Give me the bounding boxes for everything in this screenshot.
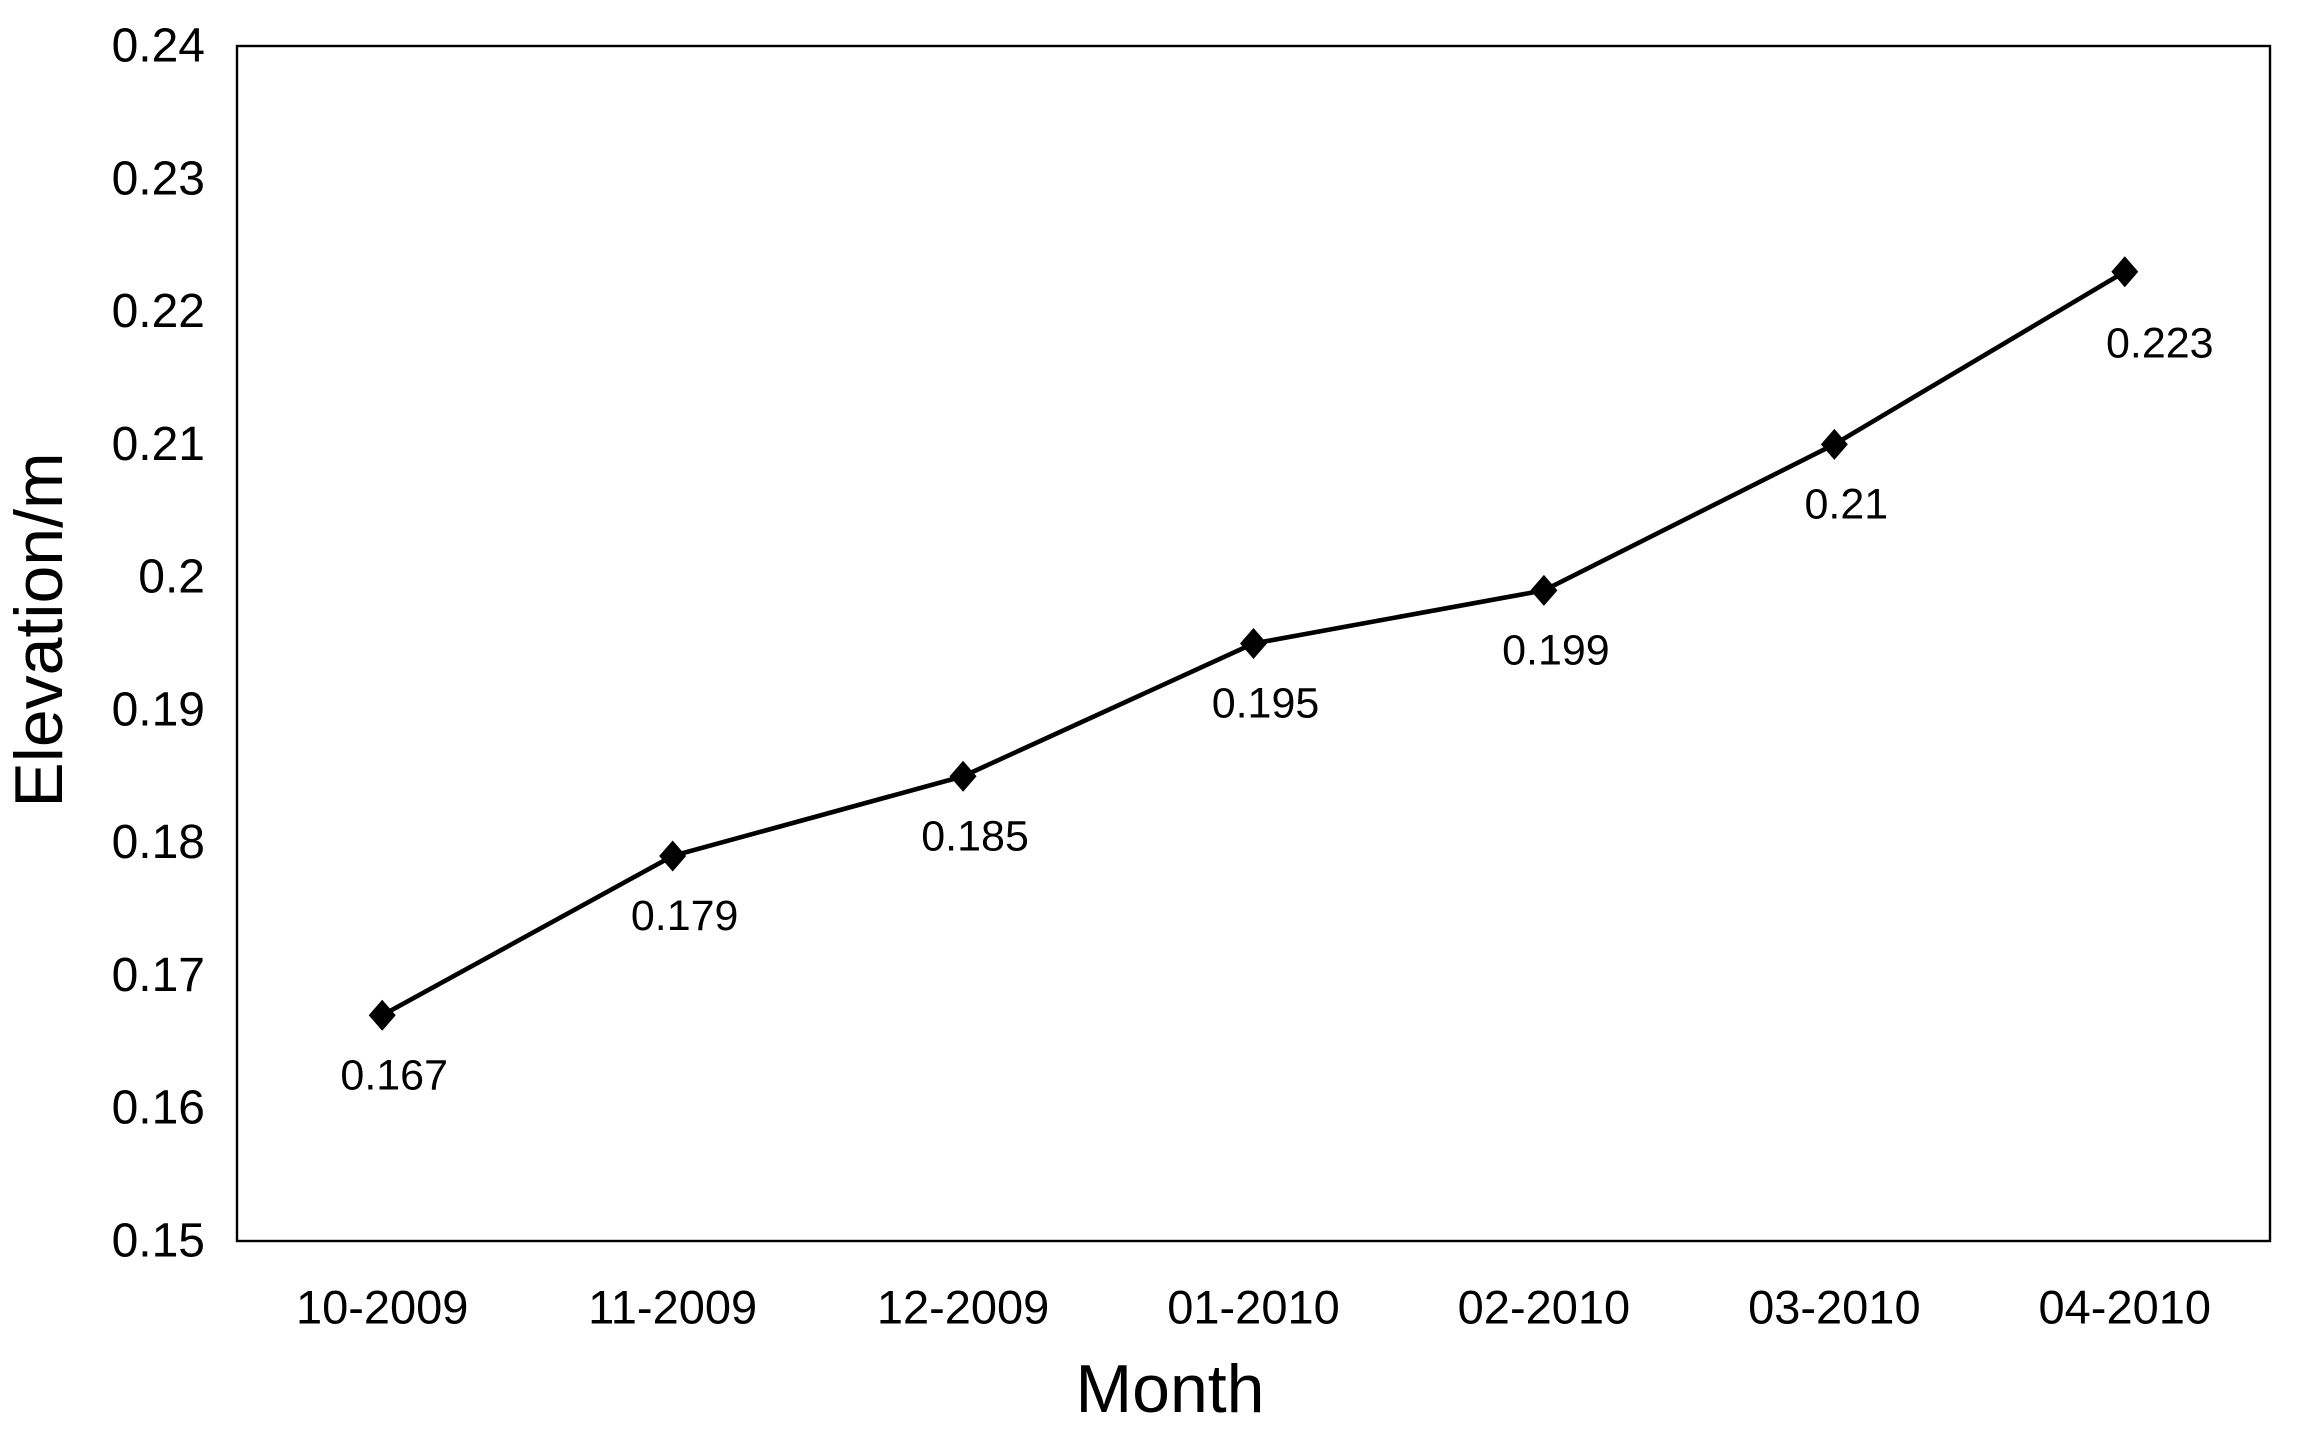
data-label: 0.167 — [340, 1051, 448, 1099]
x-tick-label: 11-2009 — [588, 1281, 757, 1334]
data-label: 0.185 — [921, 812, 1029, 860]
diamond-marker — [949, 760, 977, 792]
diamond-marker — [659, 840, 687, 872]
x-tick-label: 02-2010 — [1458, 1281, 1631, 1334]
y-axis-title: Elevation/m — [1, 452, 77, 807]
y-tick-label: 0.23 — [112, 152, 205, 205]
y-tick-label: 0.17 — [112, 949, 205, 1002]
diamond-marker — [2111, 256, 2139, 288]
x-tick-label: 03-2010 — [1748, 1281, 1921, 1334]
series-markers — [368, 256, 2139, 1031]
data-labels: 0.167 0.179 0.185 0.195 0.199 0.21 0.223 — [340, 320, 2213, 1100]
diamond-marker — [368, 999, 396, 1031]
data-label: 0.223 — [2106, 320, 2214, 368]
y-tick-label: 0.18 — [112, 816, 205, 869]
x-axis-title: Month — [1076, 1351, 1265, 1427]
y-tick-label: 0.2 — [138, 551, 205, 604]
y-tick-label: 0.15 — [112, 1215, 205, 1268]
plot-area-frame — [235, 44, 2272, 1243]
x-tick-label: 01-2010 — [1167, 1281, 1340, 1334]
diamond-marker — [1820, 428, 1848, 460]
y-tick-label: 0.24 — [112, 20, 205, 73]
y-tick-label: 0.22 — [112, 285, 205, 338]
diamond-marker — [1530, 574, 1558, 606]
y-tick-label: 0.21 — [112, 418, 205, 471]
data-label: 0.179 — [631, 892, 739, 940]
x-tick-label: 10-2009 — [296, 1281, 469, 1334]
data-label: 0.199 — [1502, 626, 1610, 674]
x-axis-tick-labels: 10-2009 11-2009 12-2009 01-2010 02-2010 03-20… — [296, 1281, 2211, 1334]
y-tick-label: 0.19 — [112, 683, 205, 736]
diamond-marker — [1240, 628, 1267, 659]
y-axis-tick-labels: 0.24 0.23 0.22 0.21 0.2 0.19 0.18 0.17 0.16 0.15 — [112, 20, 205, 1268]
x-tick-label: 12-2009 — [877, 1281, 1050, 1334]
data-label: 0.195 — [1212, 680, 1320, 728]
x-tick-label: 04-2010 — [2039, 1281, 2212, 1334]
data-label: 0.21 — [1805, 480, 1889, 528]
y-tick-label: 0.16 — [112, 1082, 205, 1135]
